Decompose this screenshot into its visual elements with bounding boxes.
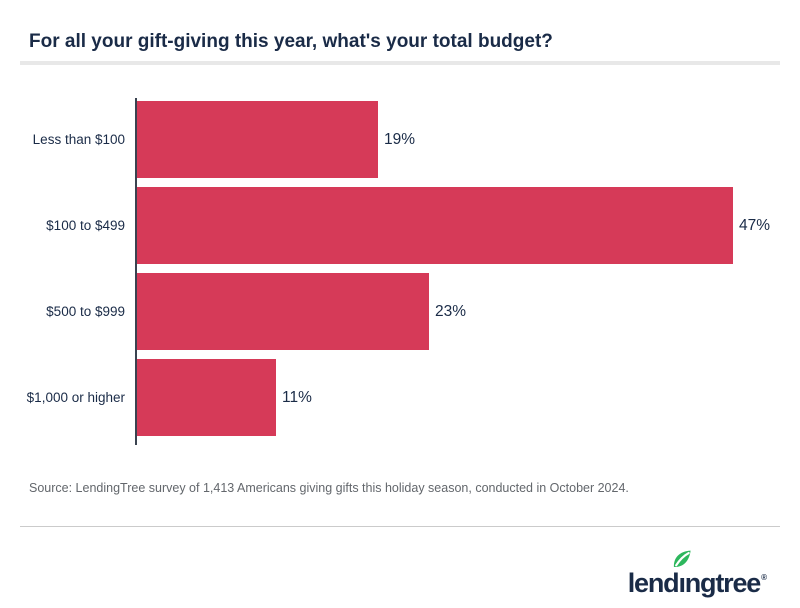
value-label: 11% bbox=[282, 388, 312, 406]
logo-text-ngtree: ngtree bbox=[684, 568, 762, 598]
bar bbox=[137, 187, 733, 264]
bar bbox=[137, 359, 276, 436]
source-note: Source: LendingTree survey of 1,413 Amer… bbox=[29, 481, 629, 495]
bar-row: $500 to $999 23% bbox=[20, 273, 780, 350]
bar-row: Less than $100 19% bbox=[20, 101, 780, 178]
logo-text-lend: lend bbox=[627, 568, 680, 598]
registered-mark: ® bbox=[761, 573, 767, 582]
bar bbox=[137, 101, 378, 178]
lendingtree-logo: lend ıngtree® bbox=[628, 542, 767, 597]
category-label: $500 to $999 bbox=[46, 304, 125, 319]
logo-letter-i: ı bbox=[674, 550, 692, 598]
bar-area: 11% bbox=[137, 359, 780, 436]
value-label: 19% bbox=[384, 130, 416, 148]
footer-divider bbox=[20, 526, 780, 527]
bar-area: 23% bbox=[137, 273, 780, 350]
bar-area: 19% bbox=[137, 101, 780, 178]
logo-dotless-i: ı bbox=[678, 568, 686, 598]
value-label: 23% bbox=[435, 302, 467, 320]
bar-row: $1,000 or higher 11% bbox=[20, 359, 780, 436]
title-divider bbox=[20, 61, 780, 65]
chart-title: For all your gift-giving this year, what… bbox=[29, 31, 553, 52]
leaf-icon bbox=[670, 547, 694, 571]
bar-area: 47% bbox=[137, 187, 780, 264]
bar-chart: Less than $100 19% $100 to $499 47% $500 to … bbox=[20, 98, 780, 445]
category-label: $100 to $499 bbox=[46, 218, 125, 233]
category-label: Less than $100 bbox=[32, 132, 125, 147]
bar-rows: Less than $100 19% $100 to $499 47% $500 to … bbox=[20, 98, 780, 445]
bar bbox=[137, 273, 429, 350]
bar-row: $100 to $499 47% bbox=[20, 187, 780, 264]
value-label: 47% bbox=[739, 216, 771, 234]
category-label: $1,000 or higher bbox=[26, 390, 125, 405]
footer: lend ıngtree® bbox=[0, 542, 800, 597]
